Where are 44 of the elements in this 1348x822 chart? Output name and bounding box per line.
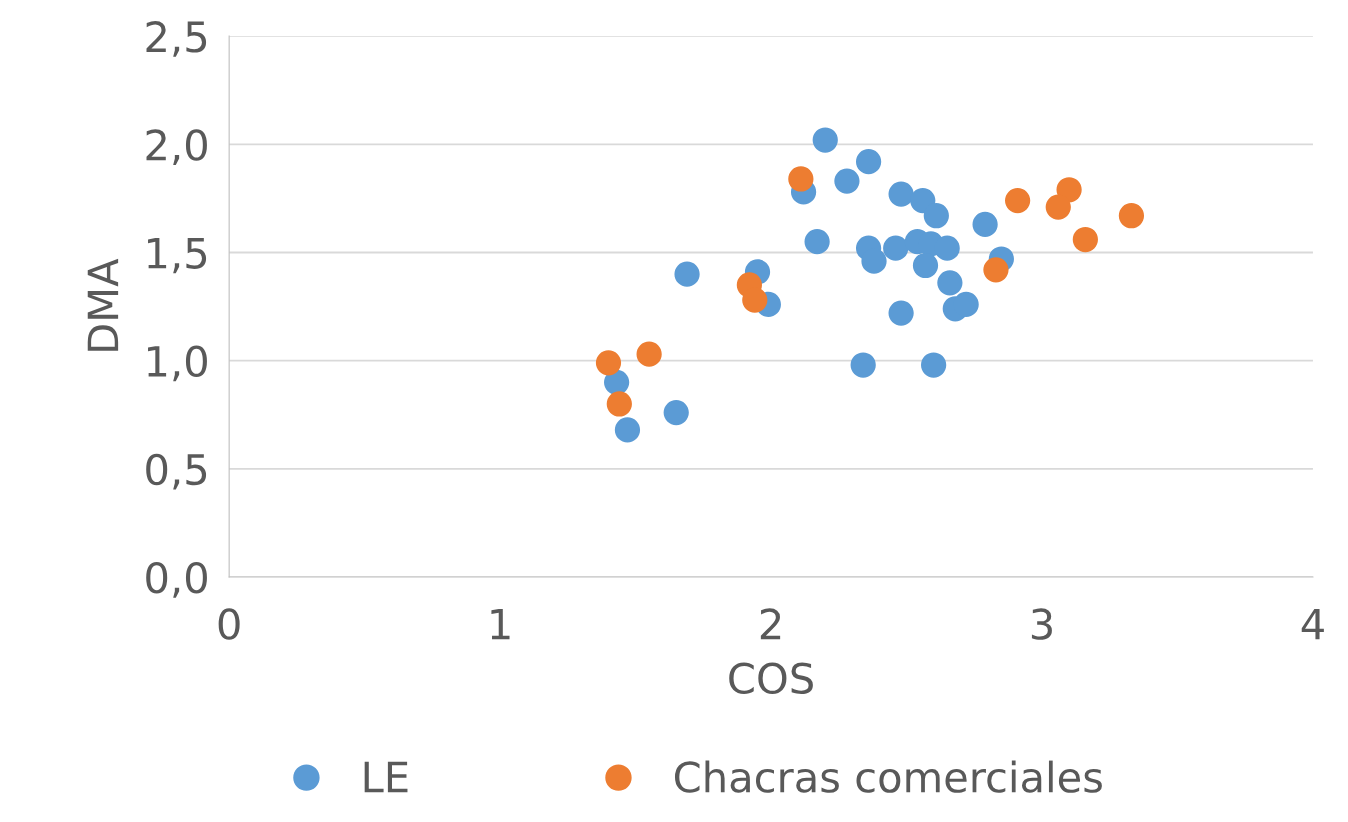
point [861,248,887,274]
y-tick-label: 0,5 [146,453,207,490]
point [934,235,960,261]
point [923,203,949,229]
point [788,166,814,192]
y-tick-label: 2,0 [146,129,207,166]
point [674,261,700,287]
x-tick-label: 0 [218,608,240,640]
point [972,211,998,238]
legend-label: LE [364,761,408,793]
point [614,417,641,443]
point [888,181,914,207]
point [595,350,622,376]
point [636,341,662,367]
x-tick-label: 1 [491,608,510,640]
point [912,252,939,279]
point [1118,203,1145,229]
point [883,235,909,261]
point [742,287,768,313]
y-tick-label: 2,5 [146,21,207,57]
x-tick-label: 4 [1301,608,1324,640]
point [983,257,1009,283]
point [855,149,882,175]
x-tick-label: 3 [1031,608,1052,640]
point [834,168,860,194]
y-tick-label: 1,0 [148,345,207,382]
point [888,300,914,326]
x-tick-label: 2 [760,608,781,640]
point [606,391,632,417]
point [850,352,876,378]
y-tick-label: 0,0 [146,561,207,598]
point [937,270,963,296]
y-tick-label: 1,5 [148,237,207,274]
point [1045,194,1071,220]
point [663,400,689,426]
legend-label: Chacras comerciales [674,760,1102,793]
point [804,229,830,255]
point [953,291,979,318]
y-axis-title: DMA [87,258,119,351]
point [921,352,947,378]
point [812,127,838,153]
x-axis-title: COS [729,662,813,695]
point [1005,187,1031,214]
point [1072,226,1098,253]
